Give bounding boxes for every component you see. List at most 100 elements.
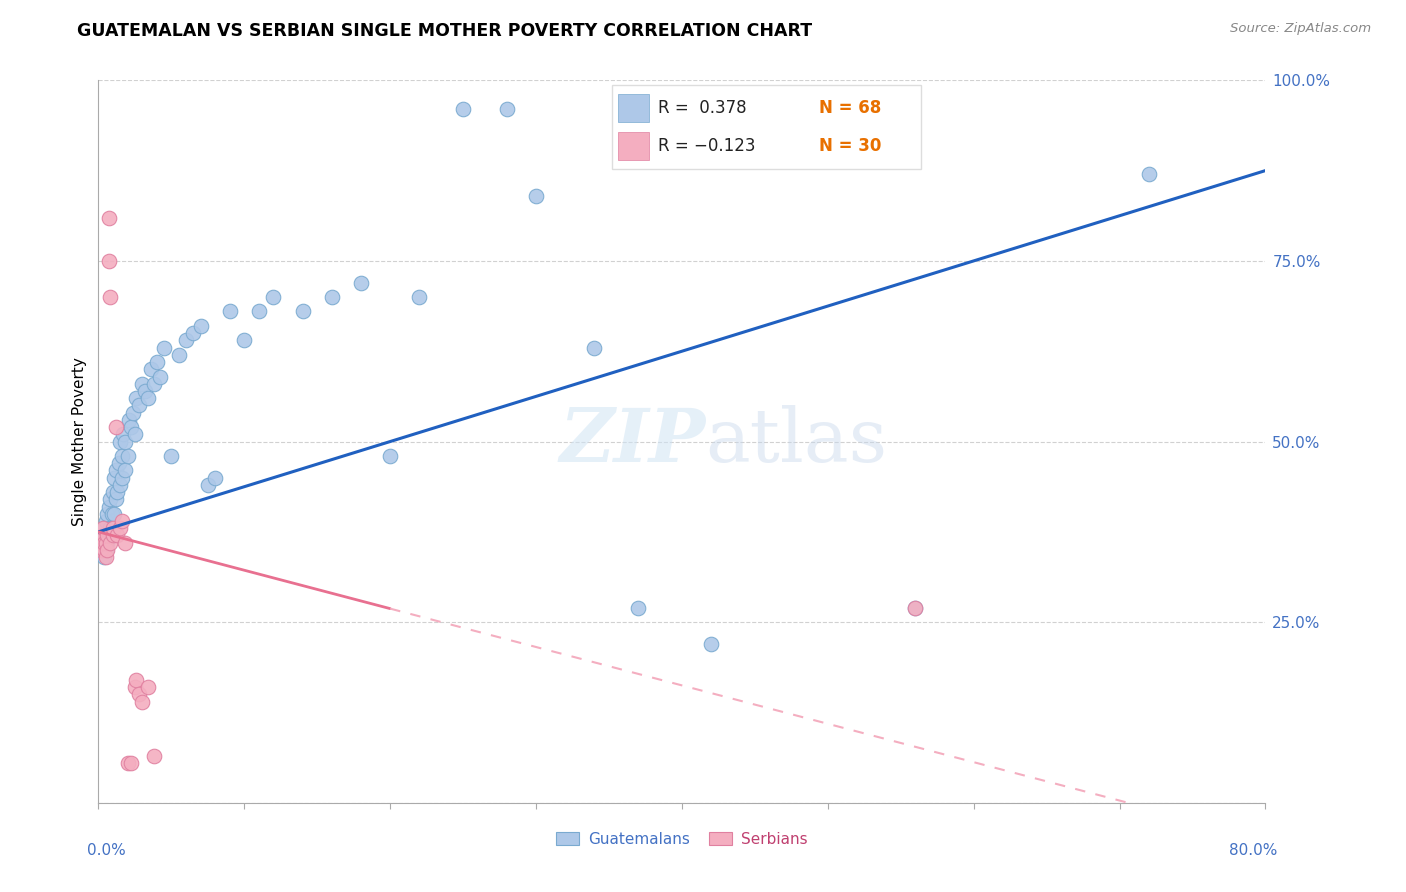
Text: Source: ZipAtlas.com: Source: ZipAtlas.com <box>1230 22 1371 36</box>
Point <box>181 326 204 340</box>
Point <box>136 680 159 694</box>
Point <box>105 485 128 500</box>
Point <box>101 521 124 535</box>
Point <box>139 362 162 376</box>
Point <box>112 427 135 442</box>
Point <box>124 680 146 694</box>
Point <box>93 535 115 549</box>
Point <box>91 521 114 535</box>
Text: 80.0%: 80.0% <box>1229 843 1277 857</box>
Bar <box>617 132 648 161</box>
Point <box>496 102 519 116</box>
Text: ZIP: ZIP <box>560 405 706 478</box>
Point <box>160 449 183 463</box>
Point <box>97 528 120 542</box>
Point <box>100 507 122 521</box>
Point <box>131 695 153 709</box>
Point <box>904 600 927 615</box>
Point <box>98 521 121 535</box>
Point <box>131 376 153 391</box>
Point <box>104 420 127 434</box>
Point <box>96 528 118 542</box>
Point <box>451 102 474 116</box>
Point <box>96 535 118 549</box>
Point <box>98 535 121 549</box>
Point <box>204 470 226 484</box>
Point <box>94 514 117 528</box>
Point <box>101 521 124 535</box>
Point <box>90 535 112 549</box>
Point <box>111 470 134 484</box>
Point <box>93 542 115 557</box>
Point <box>197 478 219 492</box>
Point <box>134 384 156 398</box>
Point <box>118 413 141 427</box>
Point <box>190 318 212 333</box>
Point <box>111 449 134 463</box>
Point <box>103 507 125 521</box>
Point <box>128 687 150 701</box>
Point <box>321 290 343 304</box>
Point <box>114 535 136 549</box>
Text: N = 30: N = 30 <box>818 136 882 154</box>
Point <box>350 276 373 290</box>
Point <box>111 514 134 528</box>
Point <box>94 542 117 557</box>
Point <box>97 500 120 514</box>
Point <box>96 542 118 557</box>
Point <box>94 535 117 549</box>
Point <box>114 463 136 477</box>
Point <box>142 376 165 391</box>
Point <box>627 600 650 615</box>
Point <box>174 334 197 348</box>
Point <box>96 507 118 521</box>
Point <box>101 528 124 542</box>
Point <box>524 189 547 203</box>
Point <box>142 748 165 763</box>
Point <box>93 550 115 565</box>
Legend: Guatemalans, Serbians: Guatemalans, Serbians <box>550 826 814 853</box>
Point <box>103 470 125 484</box>
Point <box>125 673 148 687</box>
Point <box>91 528 114 542</box>
Point <box>101 485 124 500</box>
Point <box>583 341 606 355</box>
Point <box>122 406 145 420</box>
Point <box>91 528 114 542</box>
Point <box>125 391 148 405</box>
Point <box>97 253 120 268</box>
Point <box>90 542 112 557</box>
Text: R = −0.123: R = −0.123 <box>658 136 755 154</box>
Point <box>380 449 402 463</box>
Point <box>120 420 142 434</box>
Point <box>108 456 131 470</box>
Point <box>124 427 146 442</box>
Point <box>93 521 115 535</box>
Point <box>114 434 136 449</box>
Point <box>110 478 132 492</box>
Point <box>91 542 114 557</box>
Point <box>408 290 430 304</box>
Text: N = 68: N = 68 <box>818 99 882 117</box>
Point <box>291 304 314 318</box>
Point <box>98 492 121 507</box>
Point <box>104 492 127 507</box>
Point <box>149 369 172 384</box>
Y-axis label: Single Mother Poverty: Single Mother Poverty <box>72 357 87 526</box>
Point <box>105 528 128 542</box>
FancyBboxPatch shape <box>612 85 921 169</box>
Point <box>1137 167 1160 181</box>
Bar <box>617 94 648 122</box>
Text: 0.0%: 0.0% <box>87 843 125 857</box>
Point <box>104 463 127 477</box>
Point <box>98 290 121 304</box>
Point <box>128 398 150 412</box>
Point <box>247 304 270 318</box>
Point <box>117 449 139 463</box>
Text: atlas: atlas <box>706 405 887 478</box>
Point <box>233 334 256 348</box>
Point <box>262 290 284 304</box>
Point <box>146 355 169 369</box>
Point <box>110 434 132 449</box>
Point <box>110 521 132 535</box>
